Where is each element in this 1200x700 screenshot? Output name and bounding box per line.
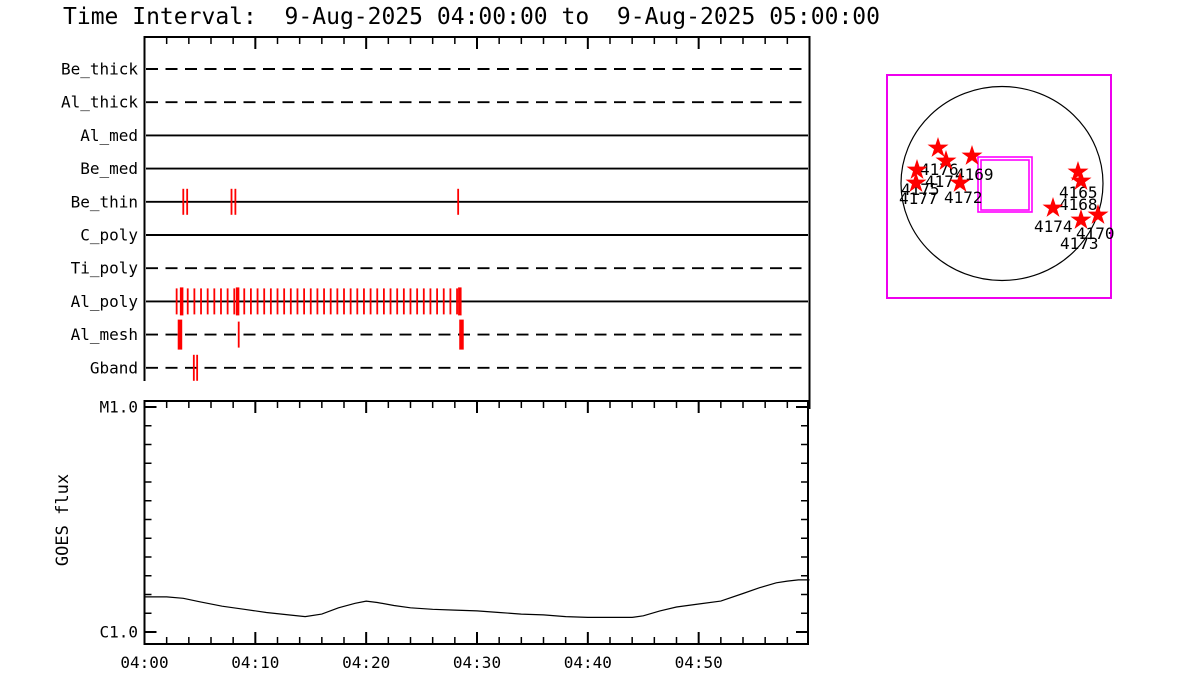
active-region-label: 4165: [1059, 183, 1098, 202]
goes-panel-border: [143, 400, 809, 645]
goes-flux-curve: [144, 579, 810, 619]
active-region-label: 4173: [1060, 234, 1099, 253]
active-region-label: 4170: [1076, 224, 1115, 243]
active-region-star-icon: [1070, 209, 1092, 229]
solar-disk-panel: 4176417141694175417741724165416841744173…: [886, 74, 1115, 299]
active-region-label: 4174: [1034, 217, 1073, 236]
xrt-fov-box: [977, 156, 1033, 213]
goes-xtick-label: 04:40: [564, 653, 612, 672]
active-region-star-icon: [1067, 161, 1089, 181]
active-region-star-icon: [927, 137, 949, 157]
active-region-star-icon: [1042, 197, 1064, 217]
active-region-label: 4168: [1059, 195, 1098, 214]
goes-ytick-top-label: M1.0: [99, 398, 138, 417]
filter-label-Al_med: Al_med: [80, 126, 138, 145]
goes-xtick-label: 04:50: [675, 653, 723, 672]
filter-row-Al_med: Al_med: [80, 126, 808, 145]
filter-label-Be_thin: Be_thin: [71, 192, 138, 211]
active-region-4168: 4168: [1059, 170, 1098, 214]
active-region-4165: 4165: [1059, 161, 1098, 202]
goes-flux-panel: M1.0 C1.0 GOES flux 04:00 04:10 04:20 04:30 04:…: [53, 398, 810, 672]
filter-label-C_poly: C_poly: [80, 226, 138, 245]
active-region-star-icon: [961, 145, 983, 165]
solar-panel-border: [886, 74, 1112, 299]
filter-label-Be_thick: Be_thick: [61, 60, 138, 79]
active-region-4170: 4170: [1076, 204, 1115, 243]
filter-label-Al_mesh: Al_mesh: [71, 325, 138, 344]
active-region-star-icon: [906, 159, 928, 179]
active-region-star-icon: [935, 150, 957, 170]
active-region-star-icon: [1087, 204, 1109, 224]
filter-row-Al_mesh: Al_mesh: [71, 319, 808, 350]
goes-xtick-label: 04:30: [453, 653, 501, 672]
filter-row-Gband: Gband: [90, 354, 808, 381]
filter-row-Ti_poly: Ti_poly: [71, 259, 808, 278]
active-region-4172: 4172: [944, 172, 983, 207]
filter-label-Al_thick: Al_thick: [61, 93, 138, 112]
xrt-fov-box: [980, 159, 1030, 211]
active-region-star-icon: [905, 172, 927, 192]
filter-label-Be_med: Be_med: [80, 159, 138, 178]
active-region-4173: 4173: [1060, 209, 1099, 253]
active-region-4174: 4174: [1034, 197, 1073, 236]
solar-limb-circle: [900, 85, 1104, 282]
filter-row-Be_thin: Be_thin: [71, 188, 808, 215]
page-title: Time Interval: 9-Aug-2025 04:00:00 to 9-…: [63, 4, 880, 30]
filter-row-Al_thick: Al_thick: [61, 93, 808, 112]
goes-ytick-bottom-label: C1.0: [99, 623, 138, 642]
goes-y-axis-title: GOES flux: [53, 474, 73, 566]
filter-row-Be_med: Be_med: [80, 159, 808, 178]
active-region-4177: 4177: [899, 172, 938, 208]
active-region-4169: 4169: [955, 145, 994, 184]
filter-label-Ti_poly: Ti_poly: [71, 259, 139, 278]
filter-row-C_poly: C_poly: [80, 226, 808, 245]
filter-timeline-panel: Be_thick Al_thick Al_med Be_med Be_thin C_pol…: [61, 36, 811, 409]
filter-row-Be_thick: Be_thick: [61, 60, 808, 79]
active-region-label: 4171: [925, 172, 964, 191]
active-region-label: 4177: [899, 189, 938, 208]
filter-label-Al_poly: Al_poly: [71, 292, 139, 311]
active-region-4171: 4171: [925, 150, 964, 191]
goes-xtick-label: 04:10: [231, 653, 279, 672]
filter-row-Al_poly: Al_poly: [71, 287, 808, 316]
active-region-star-icon: [1070, 170, 1092, 190]
goes-xtick-label: 04:00: [120, 653, 168, 672]
active-region-label: 4172: [944, 188, 983, 207]
active-region-star-icon: [949, 172, 971, 192]
active-region-label: 4169: [955, 165, 994, 184]
filter-label-Gband: Gband: [90, 358, 138, 377]
goes-xtick-label: 04:20: [342, 653, 390, 672]
